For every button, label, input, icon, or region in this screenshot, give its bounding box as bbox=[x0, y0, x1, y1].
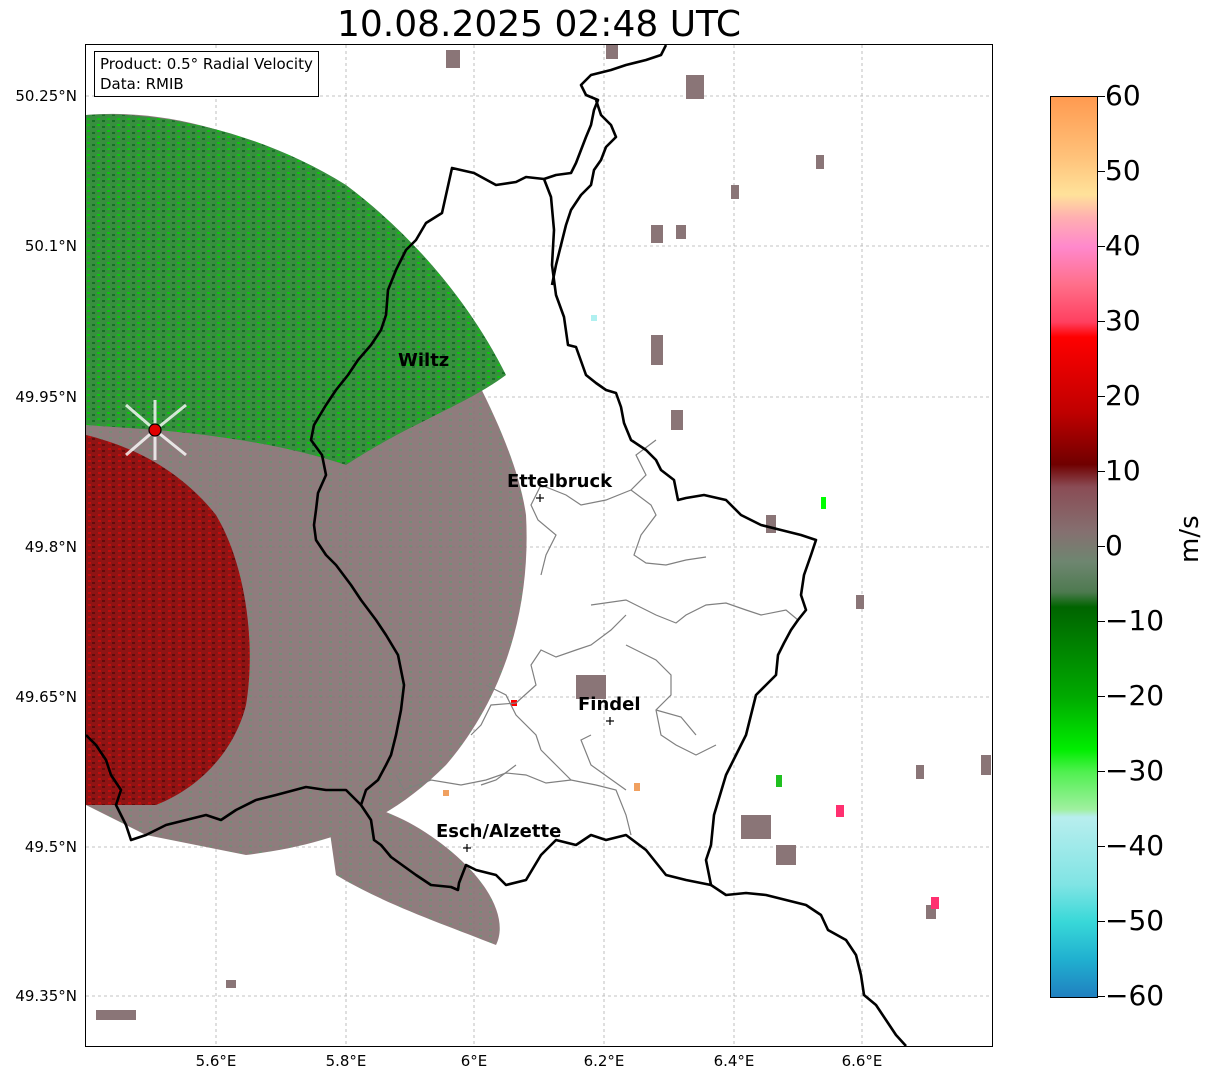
colorbar-unit-label: m/s bbox=[1175, 515, 1205, 563]
echo-green-north bbox=[86, 114, 506, 466]
luxembourg-border bbox=[309, 166, 818, 892]
colorbar-tick-label: −30 bbox=[1105, 754, 1165, 787]
city-label-ettelbruck: Ettelbruck bbox=[507, 471, 613, 492]
data-source-label: Data: RMIB bbox=[100, 75, 184, 93]
colorbar-tick-label: 20 bbox=[1105, 379, 1141, 412]
colorbar-tick-mark bbox=[1097, 96, 1105, 97]
national-borders bbox=[86, 45, 907, 1046]
colorbar-tick-label: −60 bbox=[1105, 979, 1165, 1012]
colorbar-tick-mark bbox=[1097, 621, 1105, 622]
lat-tick-label: 50.25°N bbox=[15, 87, 77, 105]
colorbar-tick-label: 0 bbox=[1105, 529, 1123, 562]
city-label-esch-alzette: Esch/Alzette bbox=[436, 821, 562, 842]
city-label-findel: Findel bbox=[578, 694, 641, 715]
lon-tick-label: 5.6°E bbox=[195, 1052, 237, 1070]
lon-tick-label: 6.6°E bbox=[841, 1052, 883, 1070]
colorbar-tick-label: −40 bbox=[1105, 829, 1165, 862]
lon-tick-label: 5.8°E bbox=[325, 1052, 367, 1070]
belgium-france-border bbox=[86, 734, 362, 842]
colorbar-tick-label: −50 bbox=[1105, 904, 1165, 937]
germany-france-border bbox=[710, 883, 907, 1046]
colorbar-tick-mark bbox=[1097, 246, 1105, 247]
colorbar-tick-mark bbox=[1097, 996, 1105, 997]
colorbar-tick-label: 50 bbox=[1105, 154, 1141, 187]
product-label: Product: 0.5° Radial Velocity bbox=[100, 55, 313, 73]
canton-boundaries bbox=[395, 439, 799, 836]
colorbar-tick-mark bbox=[1097, 846, 1105, 847]
lat-tick-label: 50.1°N bbox=[24, 237, 77, 255]
colorbar-tick-mark bbox=[1097, 471, 1105, 472]
lat-tick-label: 49.95°N bbox=[15, 388, 77, 406]
map-title: 10.08.2025 02:48 UTC bbox=[336, 4, 742, 45]
lon-tick-label: 6.2°E bbox=[583, 1052, 625, 1070]
radar-map[interactable] bbox=[86, 45, 992, 1046]
city-markers bbox=[463, 494, 614, 852]
colorbar-tick-mark bbox=[1097, 546, 1105, 547]
colorbar-tick-mark bbox=[1097, 321, 1105, 322]
colorbar-tick-label: 60 bbox=[1105, 79, 1141, 112]
colorbar-tick-mark bbox=[1097, 921, 1105, 922]
echo-red-southwest bbox=[86, 435, 250, 805]
colorbar-tick-mark bbox=[1097, 396, 1105, 397]
lat-tick-label: 49.5°N bbox=[24, 838, 77, 856]
colorbar-tick-mark bbox=[1097, 771, 1105, 772]
lat-tick-label: 49.8°N bbox=[24, 538, 77, 556]
colorbar-tick-label: 40 bbox=[1105, 229, 1141, 262]
lat-tick-label: 49.35°N bbox=[15, 987, 77, 1005]
radar-blank-rays bbox=[125, 400, 187, 460]
velocity-colorbar bbox=[1050, 96, 1098, 998]
germany-border-north bbox=[543, 45, 668, 181]
colorbar-tick-label: 30 bbox=[1105, 304, 1141, 337]
colorbar-tick-label: −10 bbox=[1105, 604, 1165, 637]
scattered-echoes bbox=[96, 45, 991, 1020]
ourthe-east bbox=[550, 99, 618, 286]
colorbar-tick-mark bbox=[1097, 696, 1105, 697]
map-canvas bbox=[86, 45, 992, 1046]
colorbar-tick-label: −20 bbox=[1105, 679, 1165, 712]
lon-tick-label: 6.4°E bbox=[713, 1052, 755, 1070]
lat-tick-label: 49.65°N bbox=[15, 688, 77, 706]
colorbar-tick-mark bbox=[1097, 171, 1105, 172]
colorbar-tick-label: 10 bbox=[1105, 454, 1141, 487]
city-label-wiltz: Wiltz bbox=[398, 350, 450, 371]
radar-site bbox=[125, 400, 187, 460]
info-box: Product: 0.5° Radial Velocity Data: RMIB bbox=[94, 51, 319, 97]
lon-tick-label: 6°E bbox=[460, 1052, 488, 1070]
radar-site-marker bbox=[148, 423, 162, 437]
